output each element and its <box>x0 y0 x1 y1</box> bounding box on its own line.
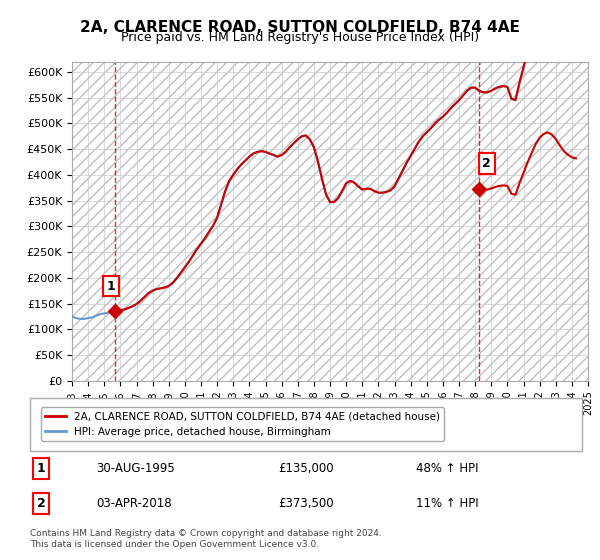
Bar <box>72 62 588 381</box>
Text: 2A, CLARENCE ROAD, SUTTON COLDFIELD, B74 4AE: 2A, CLARENCE ROAD, SUTTON COLDFIELD, B74… <box>80 20 520 35</box>
Text: Contains HM Land Registry data © Crown copyright and database right 2024.
This d: Contains HM Land Registry data © Crown c… <box>30 529 382 549</box>
Legend: 2A, CLARENCE ROAD, SUTTON COLDFIELD, B74 4AE (detached house), HPI: Average pric: 2A, CLARENCE ROAD, SUTTON COLDFIELD, B74… <box>41 408 444 441</box>
FancyBboxPatch shape <box>30 398 582 451</box>
Text: 03-APR-2018: 03-APR-2018 <box>96 497 172 510</box>
Text: 30-AUG-1995: 30-AUG-1995 <box>96 462 175 475</box>
Text: 2: 2 <box>37 497 46 510</box>
Text: Price paid vs. HM Land Registry's House Price Index (HPI): Price paid vs. HM Land Registry's House … <box>121 31 479 44</box>
Text: 2: 2 <box>482 157 491 170</box>
Text: £135,000: £135,000 <box>278 462 334 475</box>
Text: 1: 1 <box>37 462 46 475</box>
Text: 1: 1 <box>107 279 116 293</box>
Text: £373,500: £373,500 <box>278 497 334 510</box>
Text: 11% ↑ HPI: 11% ↑ HPI <box>416 497 479 510</box>
Text: 48% ↑ HPI: 48% ↑ HPI <box>416 462 479 475</box>
